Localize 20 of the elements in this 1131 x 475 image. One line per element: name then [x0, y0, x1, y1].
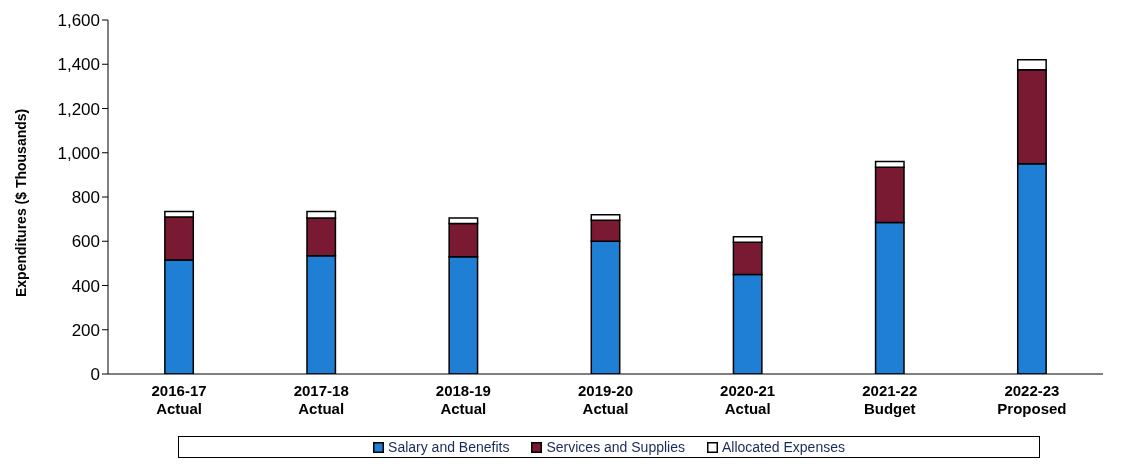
y-tick-label: 1,400 [57, 55, 100, 75]
y-tick-label: 0 [90, 365, 100, 385]
y-tick-label: 800 [71, 188, 100, 208]
x-tick-label: 2022-23 Proposed [997, 382, 1067, 417]
legend-label: Allocated Expenses [721, 439, 845, 455]
x-tick-label: 2018-19 Actual [435, 382, 491, 417]
y-tick-label: 1,600 [57, 11, 100, 31]
x-tick-label: 2020-21 Actual [720, 382, 776, 417]
x-tick-label: 2021-22 Budget [862, 382, 918, 417]
y-tick-label: 400 [71, 276, 100, 296]
y-tick-label: 1,000 [57, 143, 100, 163]
x-tick-label: 2016-17 Actual [151, 382, 207, 417]
y-tick-label: 1,200 [57, 99, 100, 119]
y-axis-title: Expenditures ($ Thousands) [12, 108, 29, 297]
legend-label: Services and Supplies [546, 439, 685, 455]
x-tick-label: 2017-18 Actual [293, 382, 349, 417]
y-tick-label: 600 [71, 232, 100, 252]
x-tick-label: 2019-20 Actual [577, 382, 634, 417]
legend-label: Salary and Benefits [388, 439, 510, 455]
y-tick-label: 200 [71, 320, 100, 340]
